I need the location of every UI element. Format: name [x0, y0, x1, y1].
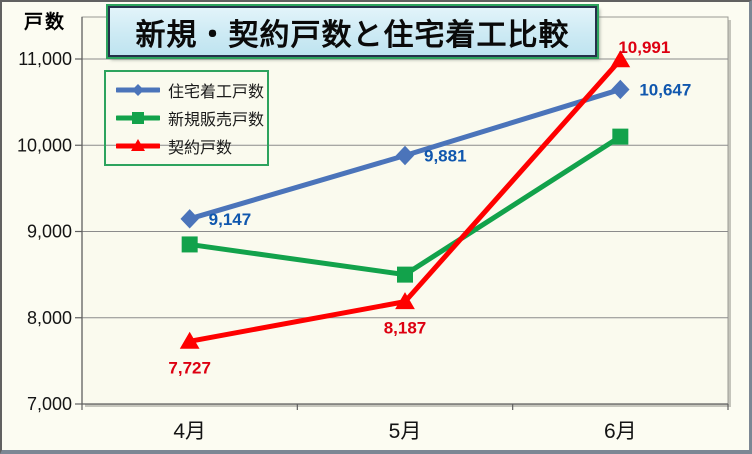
y-tick-label: 8,000 — [27, 308, 72, 328]
x-tick-label: 4月 — [173, 420, 206, 443]
legend-item-label: 住宅着工戸数 — [168, 84, 265, 101]
legend-marker-diamond — [116, 84, 160, 96]
legend-item: 住宅着工戸数 — [116, 77, 267, 103]
marker-diamond — [180, 209, 199, 229]
data-label: 9,881 — [424, 147, 467, 166]
y-tick-label: 9,000 — [27, 222, 72, 242]
legend-item-label: 新規販売戸数 — [168, 112, 265, 129]
legend-item: 契約戸数 — [116, 133, 267, 159]
y-tick-label: 7,000 — [27, 394, 72, 414]
data-label: 10,991 — [618, 38, 670, 57]
chart-title: 新規・契約戸数と住宅着工比較 — [106, 4, 599, 59]
y-axis-title: 戸数 — [24, 12, 67, 33]
data-label: 10,647 — [639, 80, 691, 99]
y-tick-label: 10,000 — [17, 135, 72, 155]
x-tick-label: 5月 — [389, 420, 422, 443]
marker-diamond — [395, 145, 415, 166]
x-tick-label: 6月 — [604, 420, 637, 443]
legend-marker-triangle — [116, 139, 160, 151]
data-label: 8,187 — [384, 319, 427, 338]
marker-square — [397, 266, 413, 283]
marker-triangle — [395, 292, 415, 310]
legend-marker-square — [116, 112, 160, 124]
marker-square — [181, 236, 198, 253]
marker-square — [612, 128, 629, 145]
legend-item: 新規販売戸数 — [116, 105, 267, 131]
y-tick-label: 11,000 — [18, 49, 72, 69]
marker-diamond — [611, 79, 630, 100]
legend-item-label: 契約戸数 — [168, 140, 233, 157]
data-label: 7,727 — [168, 358, 211, 377]
marker-triangle — [179, 331, 200, 349]
data-label: 9,147 — [209, 210, 252, 229]
legend: 住宅着工戸数 新規販売戸数 契約戸数 — [104, 70, 269, 166]
marker-triangle — [610, 50, 631, 68]
